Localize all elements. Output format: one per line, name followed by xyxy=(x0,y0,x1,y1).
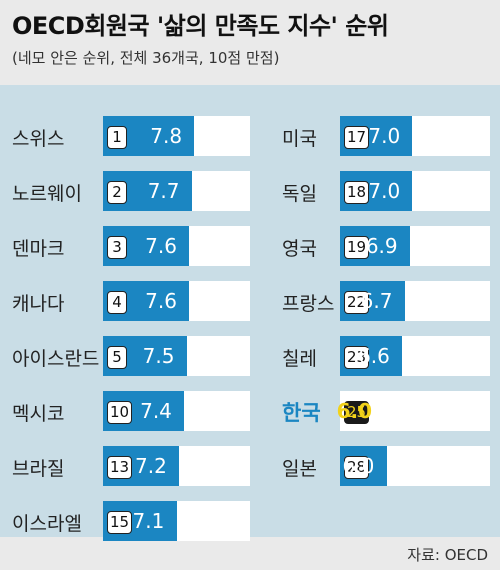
category-label: 한국 xyxy=(282,401,321,425)
category-label: 미국 xyxy=(282,128,317,150)
category-label: 영국 xyxy=(282,238,317,260)
bar-track: 10 7.4 xyxy=(103,391,250,431)
data-label: 7.6 xyxy=(145,289,177,313)
category-label: 독일 xyxy=(282,183,317,205)
data-label: 7.4 xyxy=(140,399,172,423)
data-label: 6.6 xyxy=(358,344,390,368)
data-label: 6.9 xyxy=(365,234,398,258)
rank-badge: 23 xyxy=(344,346,370,369)
category-label: 캐나다 xyxy=(12,293,65,315)
category-label: 스위스 xyxy=(12,128,65,150)
bar-track: 18 7.0 xyxy=(340,171,490,211)
category-label: 프랑스 xyxy=(282,293,335,315)
rank-badge: 5 xyxy=(107,346,127,369)
rank-badge: 13 xyxy=(107,456,133,479)
rank-badge: 25 xyxy=(344,401,370,424)
rank-badge: 3 xyxy=(107,236,127,259)
category-label: 브라질 xyxy=(12,458,65,480)
chart-panel: 스위스 1 7.8 노르웨이 2 7.7 덴마크 3 7.6 캐나다 4 7.6 아이스란드 5 7.5 멕시… xyxy=(0,85,500,541)
source-note: 자료: OECD xyxy=(407,546,488,564)
bar-track: 25 6.0 xyxy=(336,391,490,431)
category-label: 칠레 xyxy=(282,348,317,370)
category-label: 이스라엘 xyxy=(12,513,82,535)
data-label: 7.0 xyxy=(368,124,401,148)
bar-track: 15 7.1 xyxy=(103,501,250,541)
bar-track: 19 6.9 xyxy=(340,226,490,266)
chart-subtitle: (네모 안은 순위, 전체 36개국, 10점 만점) xyxy=(12,49,280,67)
rank-badge: 10 xyxy=(107,401,133,424)
bar-track: 4 7.6 xyxy=(103,281,250,321)
data-label: 6.0 xyxy=(336,399,372,423)
rank-badge: 18 xyxy=(344,181,370,204)
bar-track: 3 7.6 xyxy=(103,226,250,266)
bar-track: 22 6.7 xyxy=(340,281,490,321)
data-label: 6.7 xyxy=(360,289,393,313)
category-label: 멕시코 xyxy=(12,403,65,425)
bar-track: 28 6.0 xyxy=(340,446,490,486)
chart-title: OECD회원국 '삶의 만족도 지수' 순위 xyxy=(12,12,389,40)
rank-badge: 17 xyxy=(344,126,370,149)
data-label: 7.2 xyxy=(135,454,167,478)
data-label: 7.6 xyxy=(145,234,177,258)
data-label: 7.0 xyxy=(368,179,401,203)
rank-badge: 15 xyxy=(107,511,133,534)
category-label: 일본 xyxy=(282,458,317,480)
category-label: 아이스란드 xyxy=(12,348,100,370)
data-label: 7.8 xyxy=(150,124,183,148)
bar-track: 2 7.7 xyxy=(103,171,250,211)
data-label: 6.0 xyxy=(342,454,375,478)
category-label: 덴마크 xyxy=(12,238,65,260)
data-label: 7.1 xyxy=(132,509,165,533)
category-label: 노르웨이 xyxy=(12,183,82,205)
bar-track: 23 6.6 xyxy=(340,336,490,376)
bar-track: 17 7.0 xyxy=(340,116,490,156)
data-label: 7.5 xyxy=(142,344,175,368)
bar-track: 1 7.8 xyxy=(103,116,250,156)
rank-badge: 4 xyxy=(107,291,127,314)
data-label: 7.7 xyxy=(147,179,180,203)
bar-track: 5 7.5 xyxy=(103,336,250,376)
rank-badge: 22 xyxy=(344,291,370,314)
rank-badge: 28 xyxy=(344,456,370,479)
bar-track: 13 7.2 xyxy=(103,446,250,486)
rank-badge: 2 xyxy=(107,181,127,204)
rank-badge: 19 xyxy=(344,236,370,259)
rank-badge: 1 xyxy=(107,126,127,149)
